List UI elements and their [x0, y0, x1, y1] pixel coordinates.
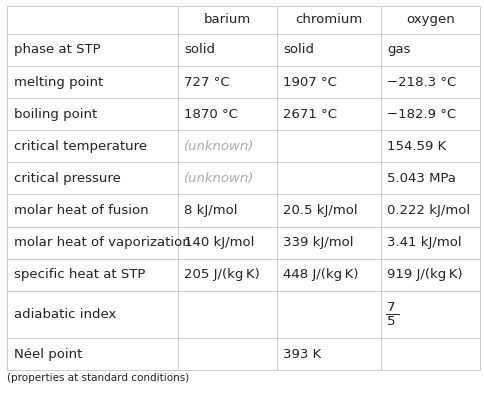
Text: −218.3 °C: −218.3 °C	[386, 76, 455, 89]
Text: critical pressure: critical pressure	[14, 172, 120, 185]
Text: 2671 °C: 2671 °C	[283, 108, 336, 121]
Text: Néel point: Néel point	[14, 348, 82, 361]
Text: phase at STP: phase at STP	[14, 44, 100, 57]
Text: solid: solid	[183, 44, 214, 57]
Text: 8 kJ/mol: 8 kJ/mol	[183, 204, 237, 217]
Text: boiling point: boiling point	[14, 108, 97, 121]
Text: gas: gas	[386, 44, 410, 57]
Text: melting point: melting point	[14, 76, 103, 89]
Text: 140 kJ/mol: 140 kJ/mol	[183, 236, 254, 249]
Text: specific heat at STP: specific heat at STP	[14, 268, 145, 281]
Text: 3.41 kJ/mol: 3.41 kJ/mol	[386, 236, 461, 249]
Text: 5: 5	[386, 314, 395, 327]
Text: oxygen: oxygen	[405, 13, 454, 27]
Text: 7: 7	[386, 301, 395, 314]
Text: 5.043 MPa: 5.043 MPa	[386, 172, 455, 185]
Text: 339 kJ/mol: 339 kJ/mol	[283, 236, 353, 249]
Text: 154.59 K: 154.59 K	[386, 140, 445, 153]
Text: 1870 °C: 1870 °C	[183, 108, 237, 121]
Text: 919 J/(kg K): 919 J/(kg K)	[386, 268, 462, 281]
Text: 20.5 kJ/mol: 20.5 kJ/mol	[283, 204, 357, 217]
Text: (unknown): (unknown)	[183, 140, 254, 153]
Text: barium: barium	[203, 13, 250, 27]
Text: critical temperature: critical temperature	[14, 140, 146, 153]
Text: molar heat of vaporization: molar heat of vaporization	[14, 236, 190, 249]
Text: solid: solid	[283, 44, 314, 57]
Text: (properties at standard conditions): (properties at standard conditions)	[7, 373, 189, 383]
Text: 448 J/(kg K): 448 J/(kg K)	[283, 268, 358, 281]
Text: adiabatic index: adiabatic index	[14, 308, 116, 321]
Text: (unknown): (unknown)	[183, 172, 254, 185]
Text: molar heat of fusion: molar heat of fusion	[14, 204, 148, 217]
Text: 727 °C: 727 °C	[183, 76, 229, 89]
Text: chromium: chromium	[295, 13, 362, 27]
Text: 393 K: 393 K	[283, 348, 321, 361]
Text: −182.9 °C: −182.9 °C	[386, 108, 455, 121]
Text: 205 J/(kg K): 205 J/(kg K)	[183, 268, 259, 281]
Text: 1907 °C: 1907 °C	[283, 76, 336, 89]
Text: 0.222 kJ/mol: 0.222 kJ/mol	[386, 204, 469, 217]
